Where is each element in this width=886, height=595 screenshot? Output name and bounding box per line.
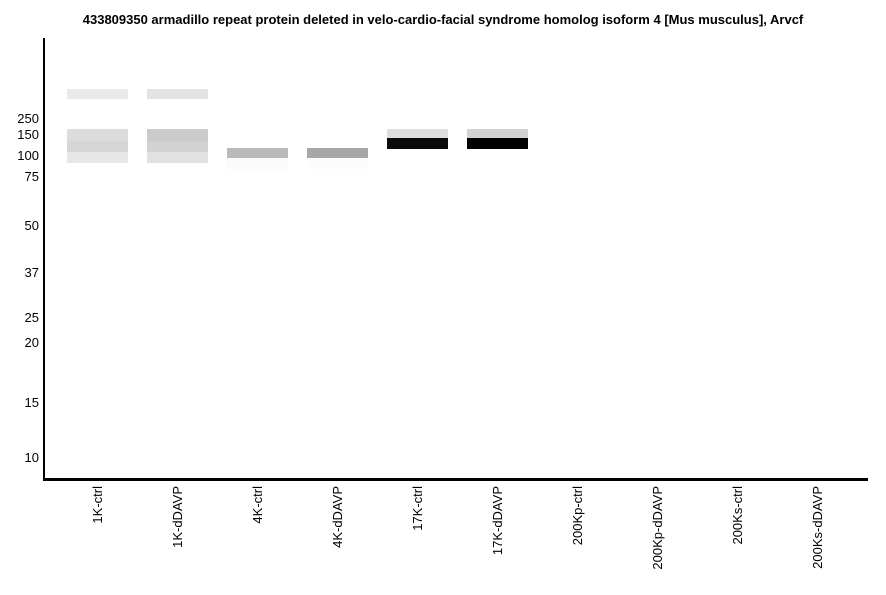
x-axis-spine [43,478,868,481]
x-lane-label-17K-ctrl: 17K-ctrl [409,486,425,531]
x-lane-label-200Ks-ctrl: 200Ks-ctrl [729,486,745,545]
blot-band-17K-dDAVP [466,138,528,149]
x-lane-label-4K-ctrl: 4K-ctrl [249,486,265,524]
y-tick-label-15: 15 [24,395,39,410]
blot-band-4K-dDAVP [306,148,368,158]
blot-band-4K-dDAVP [306,158,368,169]
y-tick-label-10: 10 [24,450,39,465]
y-tick-label-250: 250 [17,111,39,126]
x-lane-label-17K-dDAVP: 17K-dDAVP [489,486,505,556]
blot-band-17K-ctrl [386,129,448,138]
blot-band-1K-dDAVP [146,89,208,99]
y-tick-label-100: 100 [17,148,39,163]
y-tick-label-37: 37 [24,265,39,280]
x-lane-label-200Kp-ctrl: 200Kp-ctrl [569,486,585,546]
x-lane-label-200Ks-dDAVP: 200Ks-dDAVP [809,486,825,569]
blot-band-1K-dDAVP [146,129,208,141]
y-tick-label-25: 25 [24,310,39,325]
blot-band-17K-ctrl [386,138,448,149]
blot-band-1K-ctrl [66,129,128,141]
y-tick-label-75: 75 [24,169,39,184]
y-tick-label-150: 150 [17,127,39,142]
x-lane-label-4K-dDAVP: 4K-dDAVP [329,486,345,548]
y-axis-spine [43,38,45,481]
blot-band-1K-dDAVP [146,141,208,152]
chart-title: 433809350 armadillo repeat protein delet… [82,12,804,27]
x-lane-label-1K-ctrl: 1K-ctrl [89,486,105,524]
blot-band-4K-ctrl [226,158,288,169]
blot-band-1K-ctrl [66,141,128,152]
x-lane-label-200Kp-dDAVP: 200Kp-dDAVP [649,486,665,570]
blot-band-1K-ctrl [66,89,128,99]
y-tick-label-20: 20 [24,335,39,350]
blot-band-4K-ctrl [226,148,288,158]
blot-band-1K-ctrl [66,152,128,163]
x-lane-label-1K-dDAVP: 1K-dDAVP [169,486,185,548]
blot-band-1K-dDAVP [146,152,208,163]
y-tick-label-50: 50 [24,218,39,233]
blot-band-17K-dDAVP [466,129,528,138]
